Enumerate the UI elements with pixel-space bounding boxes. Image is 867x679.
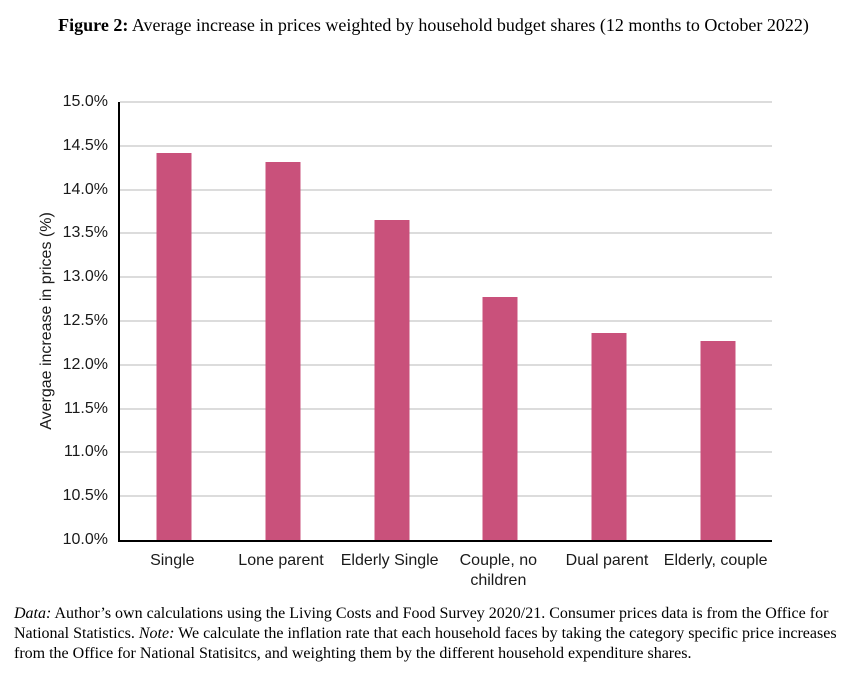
y-tick-label: 10.0% [62,531,108,548]
footnote-note-text: We calculate the inflation rate that eac… [14,625,837,662]
plot-area [118,101,772,542]
figure-title-text: Average increase in prices weighted by h… [131,15,809,35]
y-tick-label: 15.0% [62,93,108,110]
x-category-label: Couple, no children [459,552,538,589]
x-category-label: Elderly Single [340,552,439,569]
y-axis-ticks: 15.0% 14.5% 14.0% 13.5% 13.0% 12.5% 12.0% 11.5%… [0,93,108,548]
y-tick-label: 11.0% [63,443,108,461]
bar-single [156,152,192,540]
x-category-label: Lone parent [238,552,324,569]
y-tick-label: 11.5% [63,399,108,417]
y-tick-label: 13.5% [62,224,108,242]
bar-lone-parent [265,162,301,540]
gridline [120,495,772,498]
gridline [120,232,772,235]
y-tick-label: 14.5% [62,136,108,154]
bar-elderly-couple [700,341,736,540]
footnote-note-label: Note: [138,625,175,642]
y-tick-label: 12.5% [62,312,108,329]
y-tick-label: 12.0% [62,355,108,373]
gridline [120,144,772,147]
x-axis-labels: Single Lone parent Elderly Single Couple, n… [118,551,770,595]
x-category-label: Single [150,552,195,569]
bar-dual-parent [591,333,627,540]
y-tick-label: 13.0% [62,268,108,286]
footnote-data-text: Author’s own calculations using the Livi… [14,605,829,642]
gridline [120,101,772,103]
x-category-label: Elderly, couple [663,552,768,569]
bar-elderly-single [374,220,410,540]
footnote-data-label: Data: [14,605,52,622]
gridline [120,451,772,454]
gridline [120,363,772,366]
x-category-label: Dual parent [565,552,649,569]
gridline [120,188,772,191]
gridline [120,320,772,322]
figure-title: Figure 2: Average increase in prices wei… [0,15,867,36]
gridline [120,407,772,410]
figure-number-label: Figure 2: [58,15,129,35]
y-tick-label: 10.5% [62,487,108,505]
gridline [120,276,772,279]
bar-couple-no-children [482,297,518,540]
y-tick-label: 14.0% [62,180,108,198]
footnote: Data: Author’s own calculations using th… [14,604,858,664]
